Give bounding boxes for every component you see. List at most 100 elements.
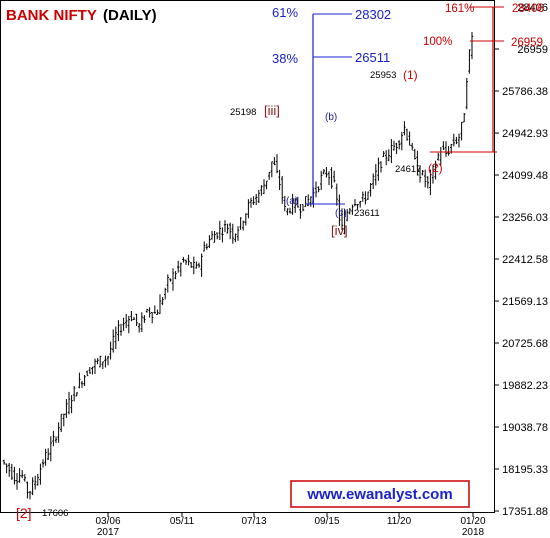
candle: [338, 194, 341, 226]
candle: [351, 204, 354, 215]
candle: [135, 313, 138, 326]
candle: [145, 308, 149, 313]
candle: [301, 204, 305, 212]
candle: [174, 271, 177, 280]
candle: [57, 422, 60, 443]
candle: [442, 141, 445, 150]
candle: [132, 316, 136, 320]
candle: [88, 367, 91, 374]
candle: [179, 262, 182, 277]
candle: [398, 140, 401, 150]
candle: [252, 196, 255, 205]
candle: [361, 191, 364, 202]
wave-2b-price: 24617: [395, 164, 421, 175]
candle: [153, 305, 156, 314]
candle: [65, 399, 68, 418]
candle: [447, 146, 450, 156]
blue-fib-projection: 61% 28302 38% 26511: [272, 5, 391, 205]
candle: [390, 139, 393, 163]
candle: [49, 436, 52, 462]
candle: [257, 189, 260, 203]
candle: [353, 199, 357, 207]
candle: [182, 256, 185, 263]
candle: [226, 223, 229, 234]
candle: [164, 287, 167, 300]
candle: [148, 307, 151, 318]
candle: [26, 481, 29, 499]
wave-1-label: (1): [403, 68, 418, 82]
y-axis: 28406 26959 25786.38 24942.93 24099.48 23256.…: [494, 2, 548, 518]
candle: [457, 133, 461, 148]
wave-2-label: [2]: [16, 505, 32, 521]
candle: [340, 208, 344, 230]
candle: [296, 196, 299, 208]
candle: [18, 468, 21, 483]
watermark: www.ewanalyst.com: [290, 480, 470, 508]
candle: [208, 235, 211, 248]
candle: [106, 355, 110, 366]
y-tick-label: 22412.58: [502, 254, 548, 266]
candle: [444, 141, 448, 157]
wave-labels: [2] 17606 25198 [iii] (a) (b) (c) 23611 …: [16, 68, 443, 521]
candle: [234, 233, 237, 243]
candle: [455, 136, 458, 145]
candle: [374, 164, 377, 186]
candle: [325, 167, 328, 178]
candle: [366, 191, 370, 200]
x-tick-label: 01/20: [460, 516, 485, 527]
candle: [403, 121, 406, 136]
candle: [281, 176, 284, 204]
y-tick-label: 28406: [517, 2, 548, 14]
candle: [291, 193, 294, 215]
wave-a-label: (a): [286, 196, 298, 207]
candle: [216, 232, 219, 240]
candles-group: [2, 32, 474, 500]
candle: [2, 459, 6, 465]
candle: [125, 313, 128, 329]
candle: [10, 463, 13, 480]
y-tick-label: 25786.38: [502, 86, 548, 98]
fib-red-161-pct: 161%: [445, 3, 474, 15]
candle: [187, 254, 190, 266]
y-tick-label: 26959: [517, 44, 548, 56]
candle: [273, 157, 276, 166]
wave-2-price: 17606: [42, 508, 68, 519]
candle: [465, 78, 468, 110]
candle: [283, 195, 286, 212]
candle: [75, 392, 78, 397]
red-fib-projection: 161% 28406 100% 26959: [423, 3, 544, 153]
candle: [265, 180, 268, 190]
x-tick-year: 2017: [97, 527, 120, 538]
candle: [356, 203, 359, 210]
candle: [299, 204, 302, 219]
candle: [262, 179, 266, 194]
candle: [218, 220, 221, 240]
candle: [452, 133, 455, 147]
candle: [411, 143, 414, 151]
candle: [364, 191, 367, 205]
x-tick-label: 07/13: [241, 516, 266, 527]
candle: [104, 355, 107, 368]
candle: [434, 160, 437, 180]
candle: [99, 355, 102, 368]
candle: [322, 169, 325, 175]
candle: [335, 183, 338, 206]
candle: [395, 142, 398, 155]
watermark-text: www.ewanalyst.com: [306, 486, 452, 503]
candle: [117, 320, 120, 342]
candle: [387, 149, 390, 162]
wave-iii-price: 25198: [230, 107, 256, 118]
candle: [34, 475, 37, 490]
candle: [304, 196, 307, 208]
candle: [130, 311, 133, 322]
candle: [416, 150, 419, 176]
candle: [359, 200, 362, 208]
y-tick-label: 24099.48: [502, 170, 548, 182]
fib-red-100-pct: 100%: [423, 36, 452, 48]
x-tick-label: 03/06: [95, 516, 120, 527]
x-tick-year: 2018: [462, 527, 485, 538]
x-tick-label: 09/15: [314, 516, 339, 527]
candle: [460, 121, 463, 141]
candle: [80, 380, 84, 388]
